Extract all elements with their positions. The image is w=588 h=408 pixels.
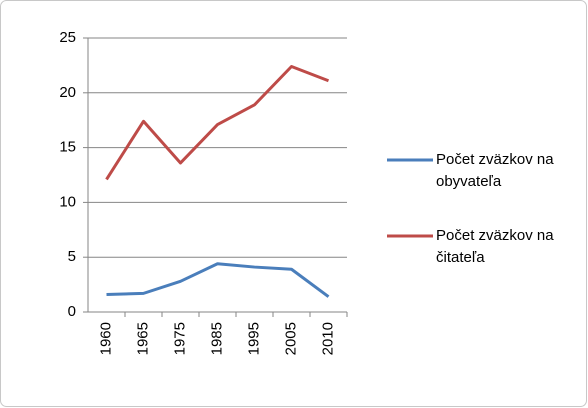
y-tick-label: 5: [68, 248, 76, 265]
x-tick-label: 1960: [97, 322, 114, 355]
x-tick-label: 2005: [282, 322, 299, 355]
legend-label: Počet zväzkov na čitateľa: [436, 227, 554, 266]
y-tick-label: 0: [68, 303, 76, 320]
x-tick-label: 1985: [208, 322, 225, 355]
series-line: [106, 262, 330, 298]
y-tick-label: 20: [59, 84, 76, 101]
x-tick-label: 1975: [171, 322, 188, 355]
y-tick-label: 25: [59, 29, 76, 46]
y-tick-label: 10: [59, 193, 76, 210]
series-line: [105, 64, 330, 181]
x-tick-label: 1995: [245, 322, 262, 355]
legend-label: Počet zväzkov na obyvateľa: [436, 151, 554, 190]
x-tick-label: 2010: [319, 322, 336, 355]
x-tick-label: 1965: [134, 322, 151, 355]
y-tick-label: 15: [59, 139, 76, 156]
